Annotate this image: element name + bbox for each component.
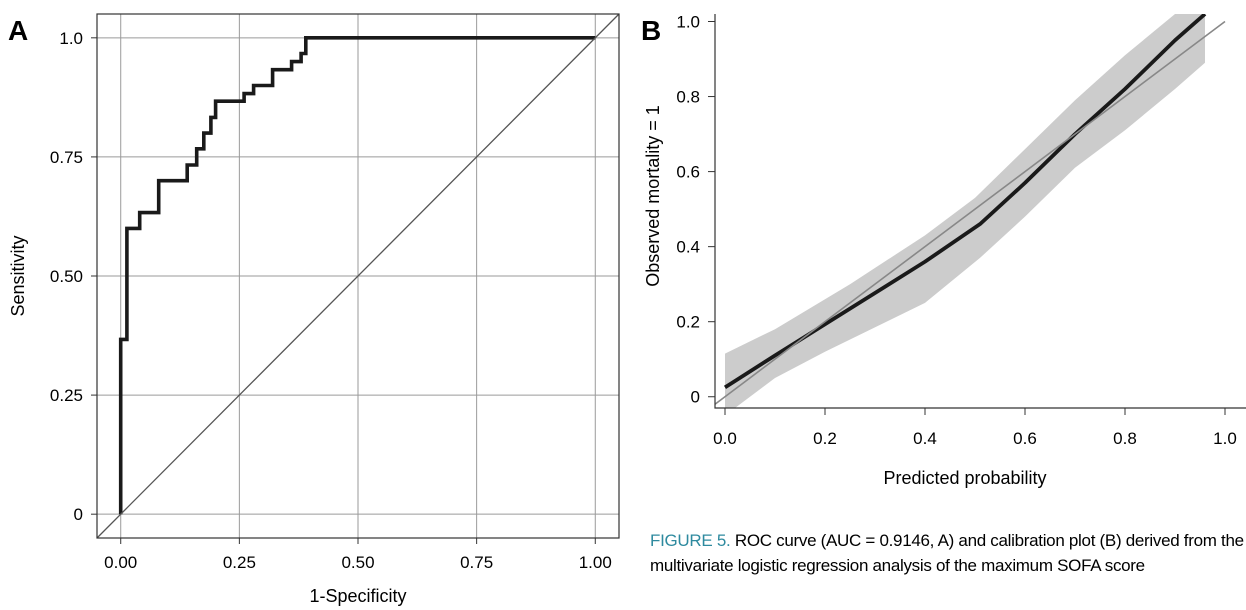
- caption-lead: FIGURE 5.: [650, 531, 731, 550]
- calibration-y-tick-label: 0.2: [676, 313, 700, 332]
- calibration-y-tick-label: 0.8: [676, 88, 700, 107]
- roc-y-tick-label: 0: [74, 505, 83, 524]
- roc-x-tick-label: 0.00: [104, 553, 137, 572]
- calibration-x-tick-label: 1.0: [1213, 429, 1237, 448]
- calibration-y-tick-label: 1.0: [676, 13, 700, 32]
- roc-curve: [118, 36, 596, 515]
- roc-x-tick-label: 0.25: [223, 553, 256, 572]
- calibration-curve: [723, 14, 1207, 390]
- roc-y-axis-label: Sensitivity: [8, 235, 28, 316]
- roc-y-tick-label: 0.75: [50, 148, 83, 167]
- calibration-y-axis: 0 0.2 0.4 0.6 0.8 1.0: [676, 13, 715, 407]
- calibration-x-axis-label: Predicted probability: [883, 468, 1046, 488]
- calibration-axes: [714, 14, 1246, 409]
- panel-label-a: A: [8, 15, 28, 46]
- roc-x-tick-label: 0.75: [460, 553, 493, 572]
- roc-plot-area: [96, 13, 620, 539]
- calibration-x-tick-label: 0.8: [1113, 429, 1137, 448]
- roc-x-axis: 0.00 0.25 0.50 0.75 1.00: [104, 538, 612, 572]
- roc-y-tick-label: 0.25: [50, 386, 83, 405]
- roc-x-tick-label: 0.50: [341, 553, 374, 572]
- calibration-plot-area: [715, 14, 1226, 408]
- calibration-confidence-band: [725, 14, 1205, 408]
- calibration-y-tick-label: 0: [691, 388, 700, 407]
- calibration-reference-line: [715, 20, 1226, 405]
- calibration-y-tick-label: 0.4: [676, 238, 700, 257]
- roc-y-axis: 0 0.25 0.50 0.75 1.0: [50, 29, 97, 524]
- calibration-x-tick-label: 0.0: [713, 429, 737, 448]
- calibration-x-tick-label: 0.4: [913, 429, 937, 448]
- roc-x-axis-label: 1-Specificity: [309, 586, 406, 606]
- figure-caption: FIGURE 5. ROC curve (AUC = 0.9146, A) an…: [650, 528, 1246, 578]
- roc-chart: A 0.00 0.25 0.50 0.75 1.00 00.250.500.751.0 …: [8, 13, 620, 606]
- calibration-x-tick-label: 0.6: [1013, 429, 1037, 448]
- calibration-x-axis: 0.0 0.2 0.4 0.6 0.8 1.0: [713, 408, 1237, 448]
- caption-text: ROC curve (AUC = 0.9146, A) and calibrat…: [650, 531, 1244, 575]
- calibration-y-tick-label: 0.6: [676, 163, 700, 182]
- calibration-x-tick-label: 0.2: [813, 429, 837, 448]
- roc-x-tick-label: 1.00: [579, 553, 612, 572]
- roc-y-tick-label: 0.50: [50, 267, 83, 286]
- roc-y-tick-label: 1.0: [59, 29, 83, 48]
- roc-reference-diagonal: [96, 13, 620, 539]
- panel-label-b: B: [641, 15, 661, 46]
- calibration-chart: B 0.0 0.2 0.4 0.6 0.8 1.0 0 0.2 0.4 0.6 0.8 1.0 Pr…: [641, 13, 1246, 488]
- calibration-y-axis-label: Observed mortality = 1: [643, 105, 663, 287]
